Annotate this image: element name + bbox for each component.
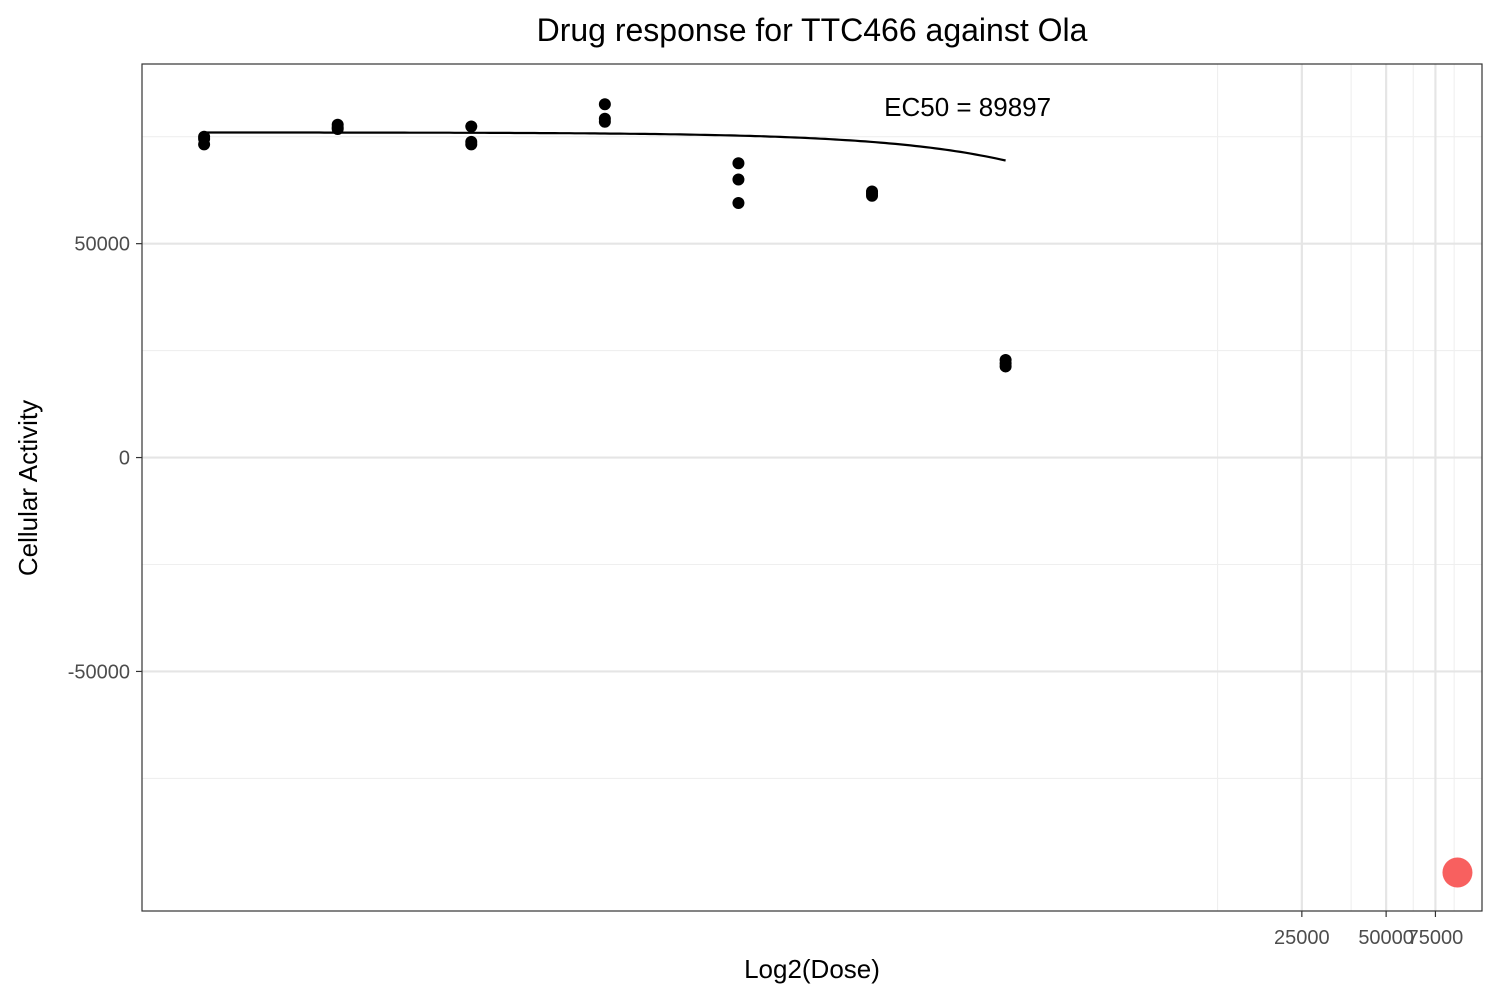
data-point: [331, 123, 344, 136]
ec50-annotation: EC50 = 89897: [884, 92, 1051, 122]
data-point: [598, 98, 611, 111]
data-point: [866, 189, 879, 202]
data-point: [465, 138, 478, 151]
ec50-marker: [1442, 857, 1473, 888]
data-point: [732, 197, 745, 210]
x-tick-label: 25000: [1274, 927, 1330, 949]
y-axis-label: Cellular Activity: [13, 400, 43, 576]
chart-title: Drug response for TTC466 against Ola: [537, 12, 1088, 48]
data-point: [999, 360, 1012, 373]
data-point: [732, 173, 745, 186]
x-tick-label: 50000: [1358, 927, 1414, 949]
data-points: [198, 98, 1012, 373]
y-axis-ticks: 50000 0 -50000: [68, 234, 142, 683]
data-point: [465, 120, 478, 133]
data-point: [198, 138, 211, 151]
y-tick-label: -50000: [68, 661, 130, 683]
plot-panel-border: [141, 63, 1483, 912]
ec50-marker-layer: [1442, 857, 1473, 888]
grid-lines: [142, 64, 1482, 911]
x-tick-label: 75000: [1408, 927, 1464, 949]
data-point: [732, 157, 745, 170]
y-tick-label: 0: [119, 448, 130, 470]
x-axis-label: Log2(Dose): [744, 954, 880, 984]
y-tick-label: 50000: [74, 234, 130, 256]
data-point: [598, 115, 611, 128]
